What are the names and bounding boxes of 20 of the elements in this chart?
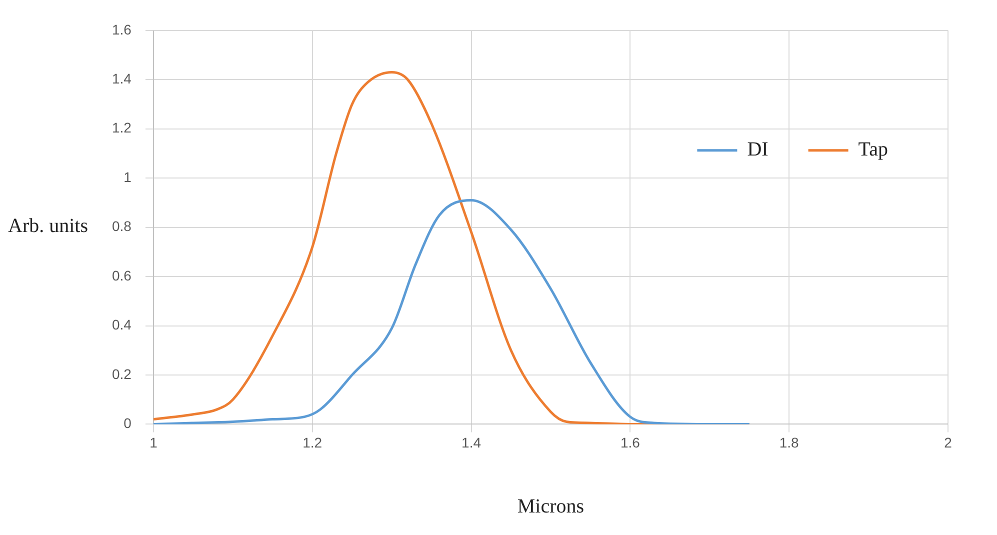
y-tick-label: 1: [124, 168, 132, 185]
legend-label: Tap: [858, 138, 888, 161]
y-tick-label: 1.2: [112, 120, 132, 136]
x-tick-label: 1: [150, 434, 158, 450]
y-tick-label: 1.6: [112, 21, 132, 38]
y-tick-label: 0.4: [112, 316, 132, 333]
y-axis-title: Arb. units: [8, 214, 89, 239]
x-tick-label: 1.8: [779, 434, 800, 450]
x-axis-title: Microns: [517, 495, 584, 518]
y-tick-label: 0.2: [112, 366, 132, 382]
x-tick-label: 1.4: [462, 434, 482, 450]
y-tick-label: 1.4: [112, 70, 132, 86]
y-tick-label: 0: [124, 415, 132, 432]
x-tick-label: 2: [944, 434, 952, 450]
legend-label: DI: [747, 138, 768, 161]
x-tick-label: 1.6: [620, 434, 640, 450]
y-tick-label: 0.8: [112, 218, 132, 234]
x-tick-label: 1.2: [302, 434, 322, 450]
line-series: [153, 198, 751, 424]
y-tick-label: 0.6: [112, 267, 132, 284]
